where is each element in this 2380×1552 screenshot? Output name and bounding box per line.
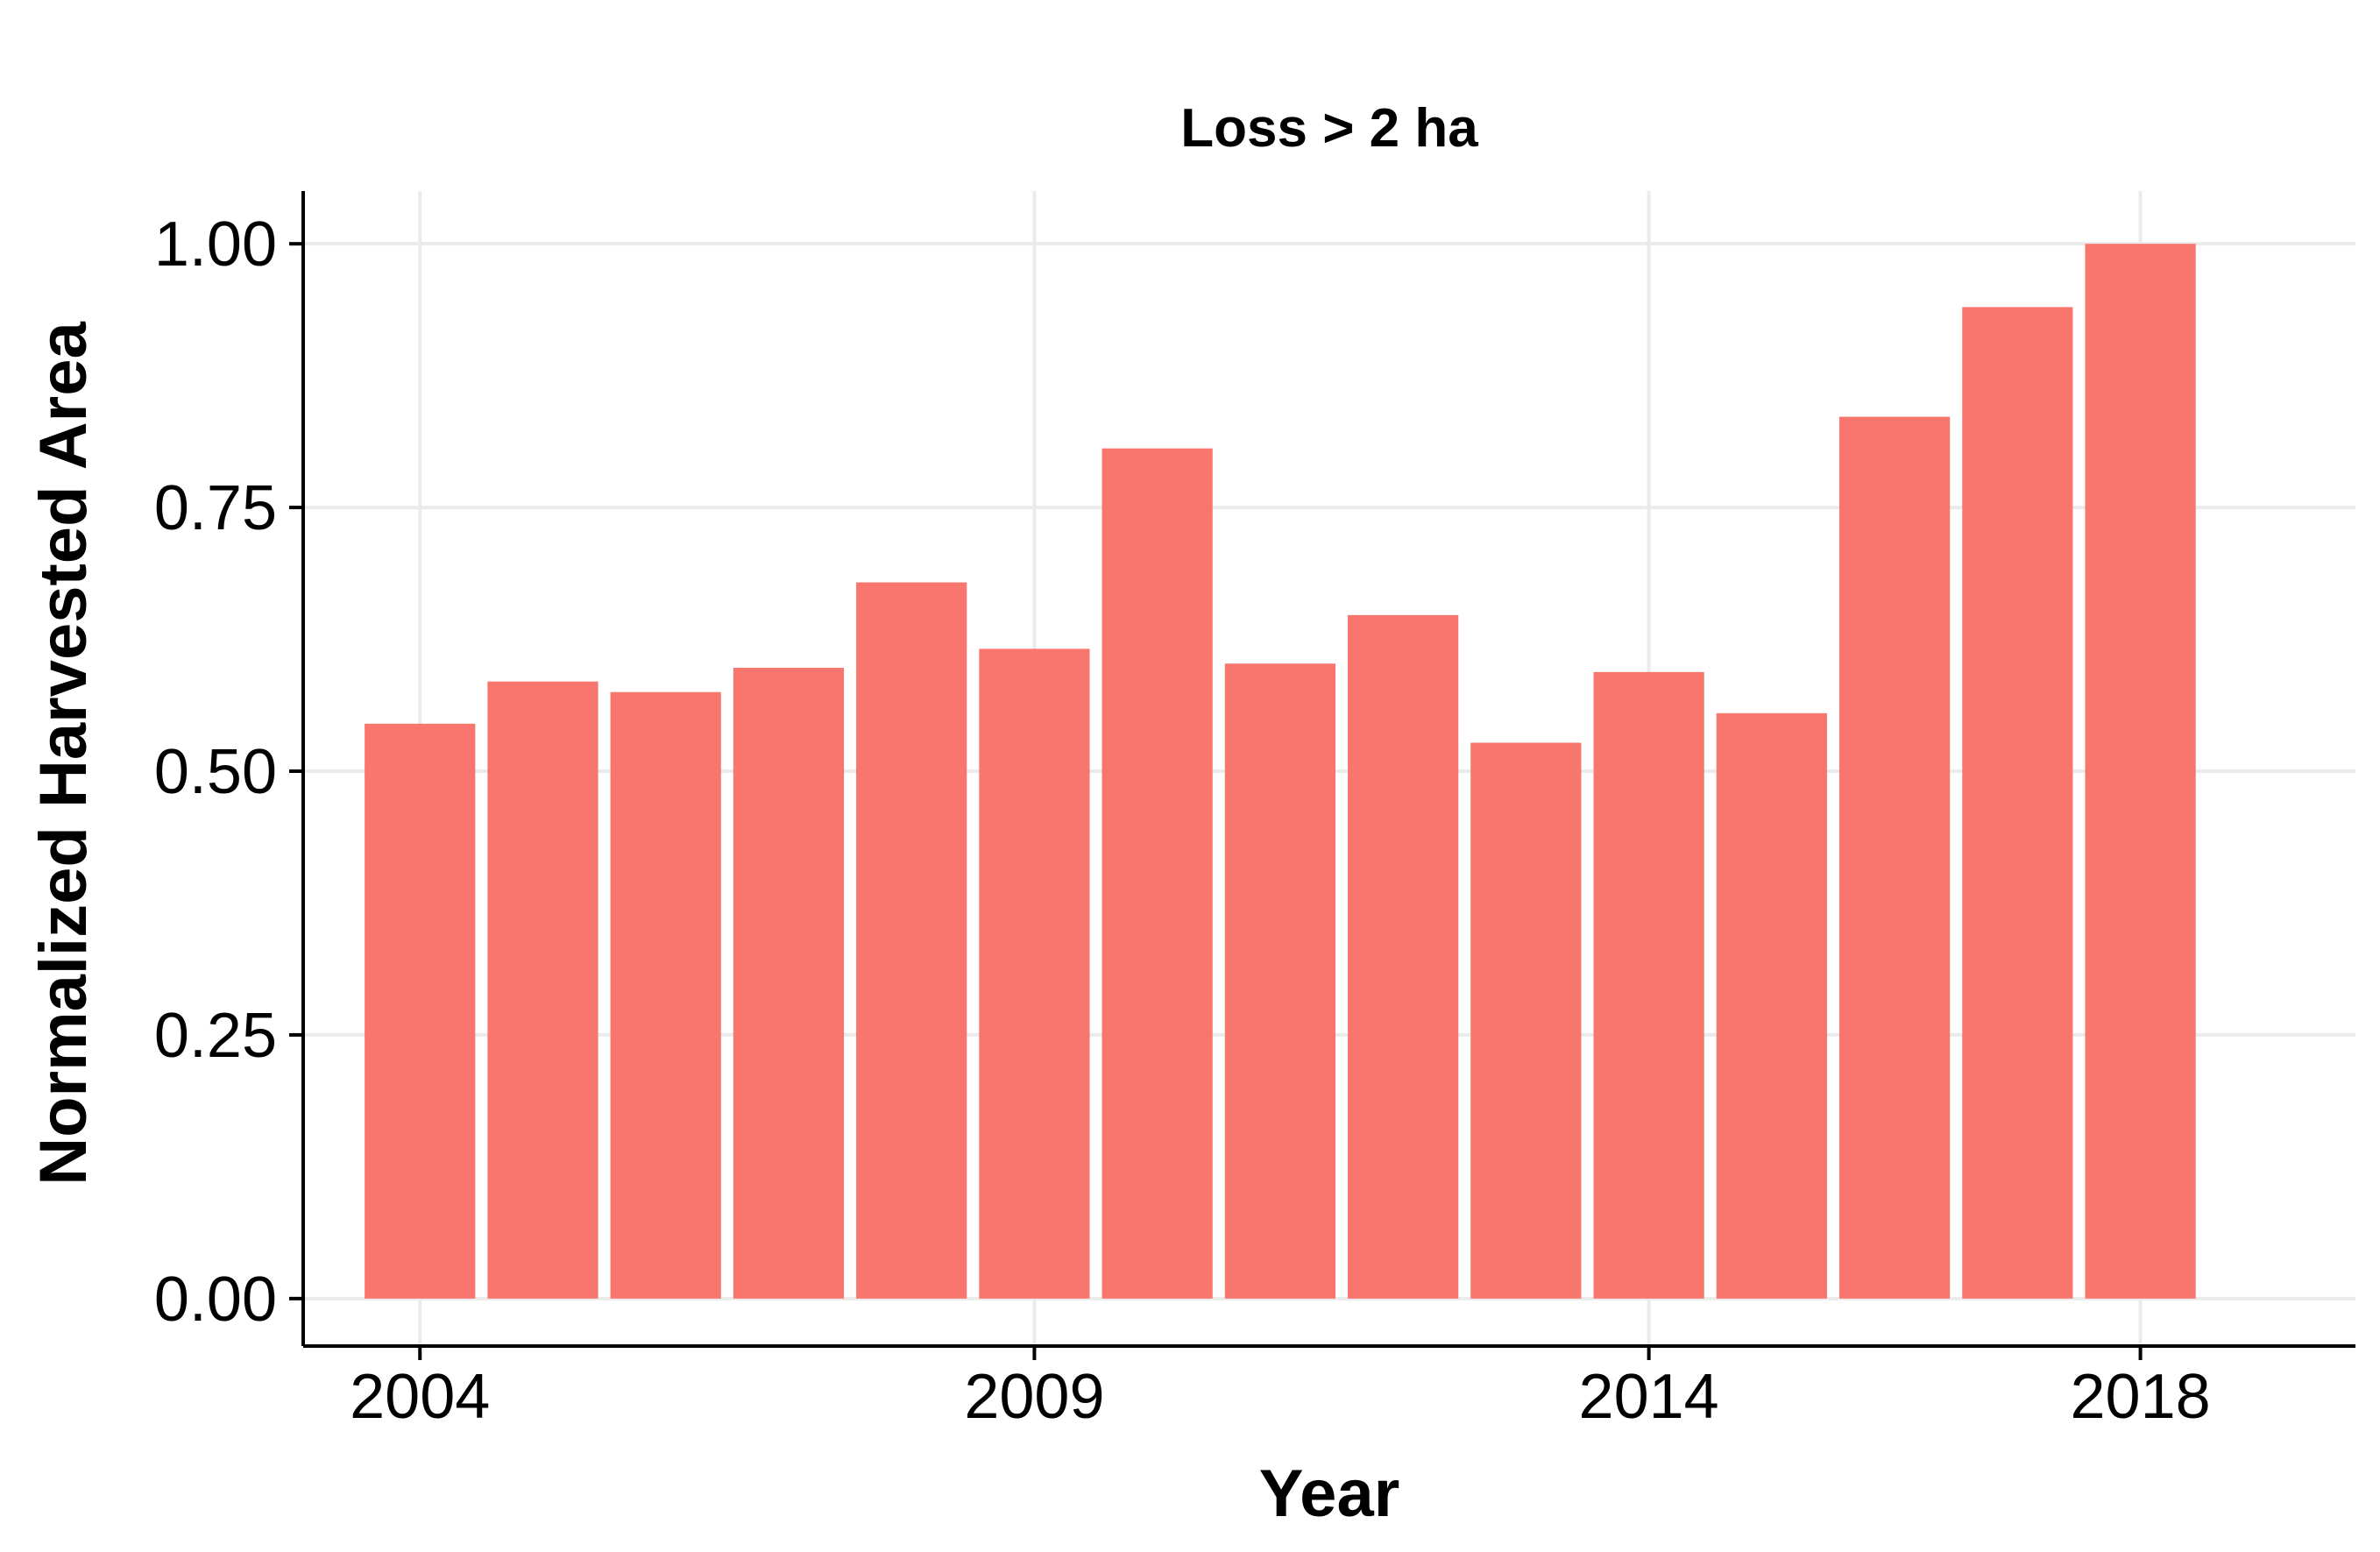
bar-2004 [365, 723, 476, 1299]
bar-2016 [1838, 416, 1951, 1299]
bar-2007 [733, 668, 845, 1299]
bar-2011 [1224, 663, 1336, 1299]
y-tick-label-0.00: 0.00 [154, 1265, 277, 1335]
y-tick-label-1.00: 1.00 [154, 209, 277, 280]
axes [301, 191, 2355, 1348]
bar-2008 [856, 582, 967, 1299]
x-tick-label-2018: 2018 [2070, 1362, 2210, 1432]
bar-2015 [1716, 712, 1827, 1299]
bars [365, 244, 2196, 1299]
y-axis-title: Normalized Harvested Area [26, 321, 101, 1185]
bar-2006 [610, 691, 721, 1299]
bar-2009 [979, 648, 1090, 1299]
bar-2017 [1962, 307, 2073, 1299]
x-axis-title: Year [1259, 1456, 1400, 1531]
bar-2018 [2085, 244, 2196, 1299]
y-tick-label-0.75: 0.75 [154, 473, 277, 543]
bar-2013 [1470, 742, 1582, 1299]
y-axis-ticks: 0.00 0.25 0.50 0.75 1.00 [154, 209, 303, 1335]
bar-2010 [1101, 448, 1213, 1299]
x-tick-label-2009: 2009 [964, 1362, 1104, 1432]
x-axis-ticks: 2004 2009 2014 2018 [350, 1346, 2211, 1432]
y-tick-label-0.50: 0.50 [154, 737, 277, 807]
bar-2012 [1348, 614, 1459, 1299]
y-tick-label-0.25: 0.25 [154, 1001, 277, 1071]
chart-title: Loss > 2 ha [1180, 98, 1478, 159]
x-tick-label-2004: 2004 [350, 1362, 490, 1432]
x-tick-label-2014: 2014 [1579, 1362, 1719, 1432]
bar-2005 [487, 681, 599, 1299]
bar-2014 [1593, 671, 1704, 1299]
